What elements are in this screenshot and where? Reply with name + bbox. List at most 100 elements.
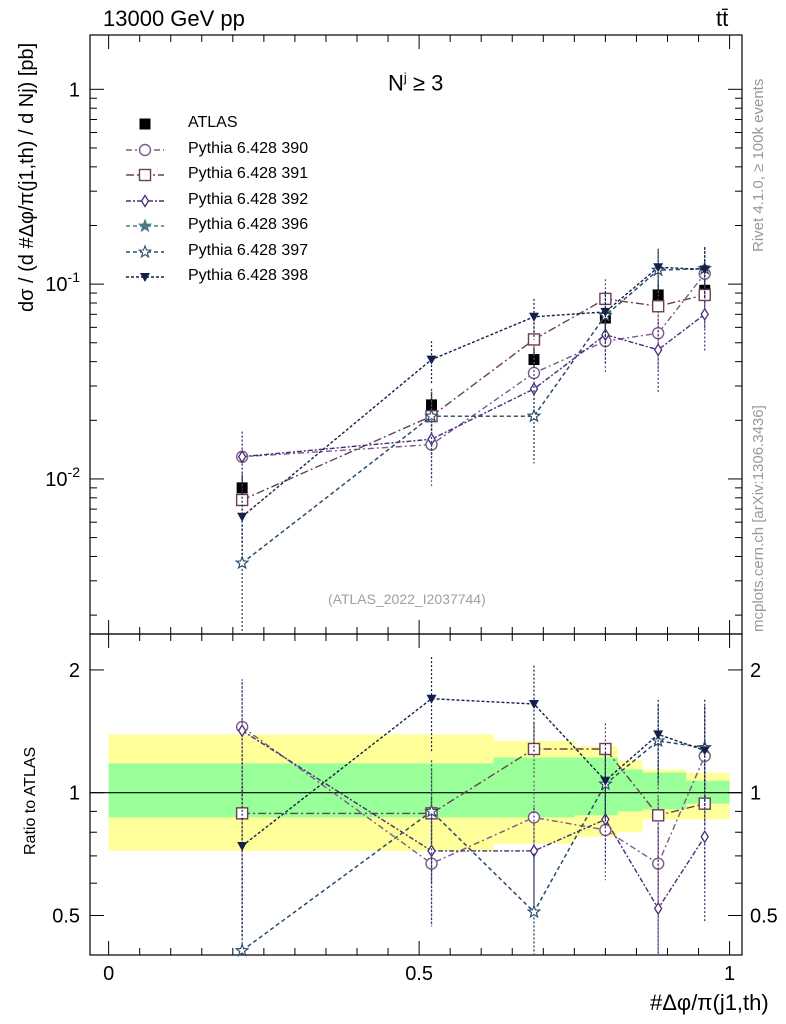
legend-marker-5 [126, 243, 164, 258]
data-point [237, 842, 248, 852]
data-point [599, 823, 612, 837]
data-point [427, 844, 436, 858]
energy-label: 13000 GeV pp [103, 6, 245, 31]
legend-symbol [140, 273, 150, 282]
data-point [526, 408, 542, 423]
data-point [427, 432, 436, 446]
data-point [700, 307, 710, 322]
legend-symbol [137, 218, 153, 233]
data-point [234, 942, 250, 957]
legend-marker-1 [126, 143, 164, 156]
series-layer [234, 247, 712, 957]
legend-marker-6 [126, 273, 164, 282]
legend-marker-4 [126, 218, 164, 233]
legend-marker-3 [126, 193, 164, 208]
ratio-panel-frame [89, 633, 743, 956]
data-point [527, 366, 541, 380]
ratio-y-tick-label-right: 2 [750, 660, 761, 682]
legend-label: Pythia 6.428 391 [188, 165, 309, 182]
data-point [424, 803, 439, 818]
selection-label: Nj ≥ 3 [388, 70, 443, 96]
selection-sup: j [403, 70, 407, 85]
series-line [241, 268, 705, 564]
x-tick-label: 1 [724, 963, 735, 985]
data-point [651, 809, 665, 822]
data-point [529, 382, 539, 396]
selection-rest: ≥ 3 [406, 70, 444, 96]
legend-marker-2 [126, 168, 164, 182]
selection-main: N [388, 70, 404, 96]
ratio-y-tick-label-right: 0.5 [750, 905, 778, 927]
legend-symbol [138, 143, 152, 156]
series-line [241, 740, 705, 952]
data-point [237, 512, 248, 522]
legend-label: ATLAS [188, 114, 238, 131]
data-point [651, 326, 665, 340]
legend-symbol [140, 193, 150, 208]
data-point [528, 700, 539, 710]
legend-symbol [139, 118, 151, 130]
legend-label: Pythia 6.428 392 [188, 190, 309, 208]
y-tick-label: 10-1 [45, 269, 80, 296]
data-point [653, 901, 663, 916]
data-point [237, 723, 247, 738]
data-point [526, 904, 542, 919]
data-point [527, 742, 541, 756]
data-point [653, 730, 664, 740]
data-point [234, 555, 250, 570]
series-line [241, 697, 705, 847]
data-point [699, 265, 710, 275]
legend-label: Pythia 6.428 398 [188, 267, 309, 284]
series-line [241, 266, 705, 518]
legend-label: Pythia 6.428 390 [188, 139, 309, 157]
data-point [651, 300, 665, 313]
data-point [700, 830, 710, 844]
data-point [699, 746, 710, 756]
mcplots-label: mcplots.cern.ch [arXiv:1306.3436] [750, 405, 767, 632]
ratio-y-tick-label: 2 [69, 660, 80, 682]
ratio-y-tick-label: 1 [69, 783, 80, 805]
legend-marker-0 [139, 118, 151, 130]
legend-symbol [138, 168, 152, 182]
data-point [235, 493, 249, 507]
data-point [424, 408, 439, 423]
data-point [653, 263, 664, 273]
ratio-uncertainty-bands [90, 734, 742, 851]
y-tick-label: 1 [69, 79, 80, 101]
series-line [241, 730, 706, 910]
data-point [653, 343, 663, 357]
series-line [241, 726, 706, 865]
main-series-group [234, 247, 712, 634]
data-point [529, 844, 539, 858]
ratio-y-tick-label-right: 1 [750, 783, 761, 805]
analysis-reference: (ATLAS_2022_I2037744) [328, 591, 486, 607]
process-label: tt̄ [716, 6, 729, 31]
data-point [528, 312, 539, 322]
data-point [600, 776, 611, 786]
series-line [242, 313, 706, 458]
ratio-series-group [234, 657, 712, 957]
ratio-band-inner [642, 772, 687, 810]
x-axis-label: #Δφ/π(j1,th) [650, 990, 769, 1015]
legend-label: Pythia 6.428 397 [188, 241, 309, 259]
y-tick-label: 10-2 [45, 464, 80, 491]
panel-frames [89, 34, 743, 956]
data-point [235, 807, 249, 820]
data-point [426, 355, 437, 365]
ratio-y-tick-label: 0.5 [52, 905, 80, 927]
ratio-band-inner [574, 757, 618, 816]
x-tick-label: 0.5 [405, 963, 433, 985]
rivet-version-label: Rivet 4.1.0, ≥ 100k events [750, 78, 767, 252]
y-axis-label-main: dσ / (d #Δφ/π(j1,th) / d Nj) [pb] [16, 42, 38, 312]
series-line [242, 273, 706, 458]
legend-label: Pythia 6.428 396 [188, 216, 309, 233]
y-axis-label-ratio: Ratio to ATLAS [22, 746, 39, 855]
data-point [426, 694, 437, 704]
x-tick-label: 0 [103, 963, 114, 985]
series-line [241, 294, 705, 501]
legend-symbol [137, 243, 153, 258]
axis-ticks: 0 0.5 1 10-2 10-1 1 0.5 0.5 1 1 2 2 [45, 35, 778, 985]
data-point [600, 307, 611, 317]
data-point [237, 450, 247, 464]
